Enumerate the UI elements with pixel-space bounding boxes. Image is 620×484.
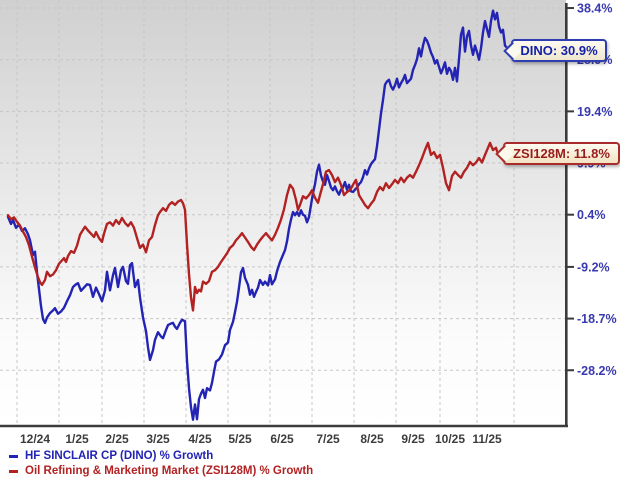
x-tick-label: 10/25: [435, 432, 465, 446]
y-tick-label: 0.4%: [577, 208, 606, 222]
chart-layers: 38.4%28.9%19.4%9.9%0.4%-9.2%-18.7%-28.2%…: [0, 0, 617, 446]
blue-dash-icon: [9, 454, 18, 458]
legend-item-dino: HF SINCLAIR CP (DINO) % Growth: [9, 449, 313, 463]
y-tick-label: 38.4%: [577, 2, 612, 16]
legend: HF SINCLAIR CP (DINO) % Growth Oil Refin…: [9, 449, 313, 479]
x-tick-label: 12/24: [20, 432, 50, 446]
y-tick-label: 19.4%: [577, 105, 612, 119]
series-line-zsi128m: [6, 141, 502, 312]
x-tick-label: 6/25: [270, 432, 294, 446]
legend-label-dino: HF SINCLAIR CP (DINO) % Growth: [25, 450, 214, 462]
zsi128m-callout: ZSI128M: 11.8%: [495, 142, 620, 165]
x-tick-label: 2/25: [105, 432, 129, 446]
zsi128m-callout-label: ZSI128M: 11.8%: [513, 146, 610, 161]
x-tick-label: 11/25: [472, 432, 502, 446]
dino-callout: DINO: 30.9%: [503, 39, 607, 62]
red-dash-icon: [9, 469, 18, 473]
x-tick-label: 7/25: [316, 432, 340, 446]
x-tick-label: 3/25: [146, 432, 170, 446]
legend-label-zsi128m: Oil Refining & Marketing Market (ZSI128M…: [25, 465, 314, 477]
x-tick-label: 9/25: [401, 432, 425, 446]
y-tick-label: -9.2%: [577, 260, 610, 274]
x-tick-label: 4/25: [188, 432, 212, 446]
y-tick-label: -28.2%: [577, 364, 617, 378]
legend-item-zsi128m: Oil Refining & Marketing Market (ZSI128M…: [9, 464, 313, 478]
x-tick-label: 1/25: [65, 432, 89, 446]
x-tick-label: 5/25: [228, 432, 252, 446]
y-tick-label: -18.7%: [577, 312, 617, 326]
dino-callout-label: DINO: 30.9%: [520, 43, 598, 58]
series-line-dino: [6, 9, 510, 421]
x-tick-label: 8/25: [360, 432, 384, 446]
